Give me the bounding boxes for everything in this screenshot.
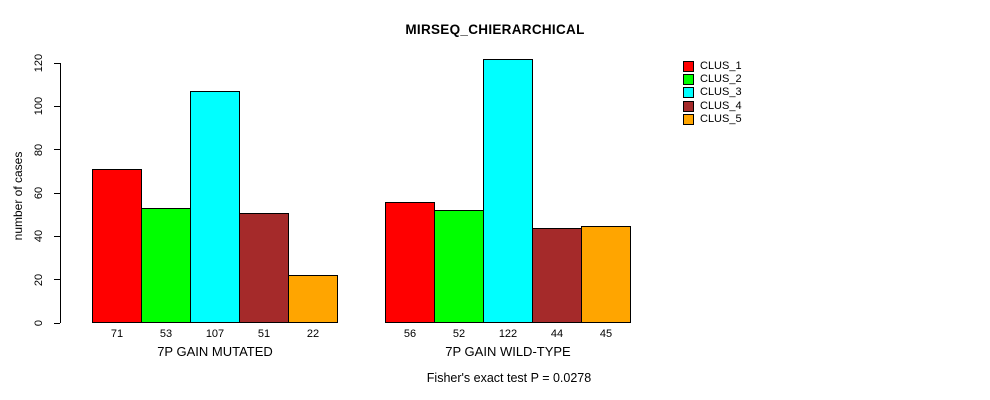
bar-value-label: 71 [110,328,124,340]
bar-value-label: 53 [159,328,173,340]
y-tick [54,279,60,281]
footnote: Fisher's exact test P = 0.0278 [426,371,592,385]
bar-clus_1-group2 [385,201,435,323]
y-tick [54,105,60,107]
legend-swatch [683,87,694,99]
y-tick-label: 40 [33,230,45,243]
bar-clus_2-group2 [434,210,484,323]
bar-clus_5-group1 [288,275,338,323]
legend: CLUS_1 CLUS_2 CLUS_3 CLUS_4 CLUS_5 [683,60,742,126]
y-tick [54,149,60,151]
legend-item-clus_2: CLUS_2 [683,73,742,86]
y-tick [54,62,60,64]
bar-value-label: 45 [599,328,613,340]
legend-label: CLUS_2 [700,73,742,86]
bar-value-label: 107 [205,328,225,340]
y-tick [54,235,60,237]
legend-item-clus_1: CLUS_1 [683,60,742,73]
legend-swatch [683,61,694,73]
legend-label: CLUS_5 [700,112,742,125]
legend-swatch [683,100,694,112]
y-tick [54,322,60,324]
y-tick-label: 60 [33,186,45,200]
bar-clus_1-group1 [92,169,142,323]
chart-title: MIRSEQ_CHIERARCHICAL [405,22,585,37]
y-axis [60,63,61,323]
bar-value-label: 22 [306,328,320,340]
bar-value-label: 44 [550,328,564,340]
y-tick-label: 80 [33,143,45,156]
bar-clus_4-group1 [239,212,289,323]
bar-clus_3-group2 [483,58,533,323]
bar-clus_4-group2 [532,227,582,323]
legend-label: CLUS_4 [700,99,742,112]
y-tick-label: 100 [33,97,45,116]
y-axis-label: number of cases [11,151,25,241]
y-tick-label: 0 [33,319,45,327]
y-tick-label: 120 [33,53,45,73]
bar-value-label: 51 [257,328,271,340]
legend-swatch [683,74,694,86]
bar-value-label: 56 [403,328,417,340]
legend-swatch [683,113,694,125]
y-tick [54,192,60,194]
bar-value-label: 52 [452,328,466,340]
legend-label: CLUS_3 [700,86,742,99]
legend-label: CLUS_1 [700,60,742,73]
bar-clus_5-group2 [581,225,631,323]
legend-item-clus_5: CLUS_5 [683,113,742,126]
y-tick-label: 20 [33,273,45,286]
legend-item-clus_4: CLUS_4 [683,100,742,113]
bar-clus_2-group1 [141,208,191,323]
bar-value-label: 122 [498,328,518,340]
group-label-1: 7P GAIN MUTATED [157,344,273,359]
bar-clus_3-group1 [190,91,240,323]
legend-item-clus_3: CLUS_3 [683,86,742,99]
group-label-2: 7P GAIN WILD-TYPE [445,344,571,359]
